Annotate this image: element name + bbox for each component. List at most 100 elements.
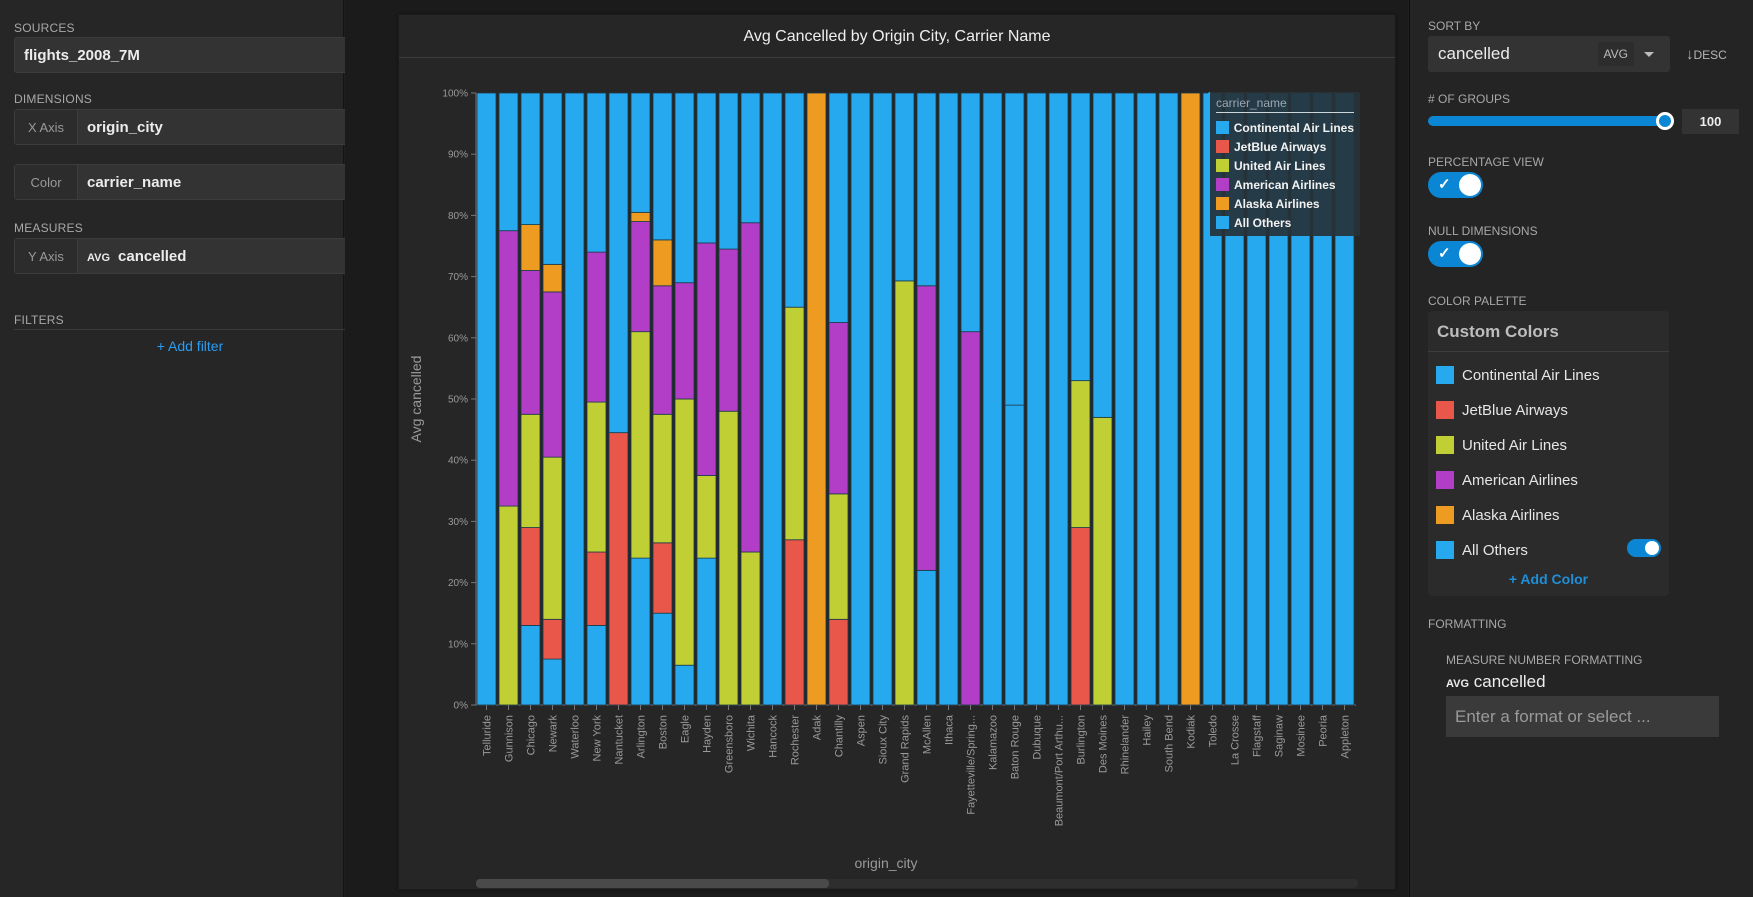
y-tick-label: 50% [448, 395, 468, 406]
palette-item[interactable]: All Others [1436, 541, 1528, 559]
bar-segment [586, 92, 607, 253]
bar-segment [564, 92, 585, 706]
add-color-button[interactable]: + Add Color [1508, 571, 1589, 587]
color-swatch[interactable] [1436, 366, 1454, 384]
x-tick-label: Appleton [1340, 715, 1352, 758]
x-tick-label: Newark [548, 715, 560, 753]
palette-item[interactable]: Continental Air Lines [1436, 366, 1600, 384]
add-filter-button[interactable]: + Add filter [156, 338, 224, 354]
x-tick-label: Eagle [680, 715, 692, 743]
bar-segment [542, 92, 563, 265]
palette-label: Continental Air Lines [1462, 366, 1600, 384]
x-tick-label: Des Moines [1098, 715, 1110, 774]
palette-item[interactable]: American Airlines [1436, 471, 1578, 489]
groups-value[interactable]: 100 [1682, 109, 1739, 134]
source-select[interactable]: flights_2008_7M [14, 37, 365, 73]
color-swatch[interactable] [1436, 506, 1454, 524]
chart-legend: carrier_name Continental Air Lines JetBlu… [1208, 92, 1360, 236]
chart-scrollbar-track[interactable] [476, 879, 1358, 888]
bar-segment [542, 263, 563, 293]
bar-segment [894, 280, 915, 706]
null-dimensions-toggle[interactable]: ✓ [1428, 241, 1483, 267]
color-swatch[interactable] [1436, 436, 1454, 454]
legend-swatch [1216, 140, 1229, 153]
color-swatch[interactable] [1436, 541, 1454, 559]
legend-label: Alaska Airlines [1234, 196, 1320, 211]
bar-segment [916, 569, 937, 706]
x-axis-value[interactable]: origin_city [87, 118, 163, 136]
sources-label: SOURCES [14, 21, 75, 35]
bar-segment [828, 618, 849, 706]
x-tick-label: Hancock [768, 715, 780, 758]
color-swatch[interactable] [1436, 471, 1454, 489]
palette-label: All Others [1462, 541, 1528, 559]
bar-segment [718, 410, 739, 706]
legend-item[interactable]: All Others [1216, 213, 1354, 232]
color-field[interactable]: Color carrier_name ✕ [14, 164, 365, 200]
bar-segment [542, 291, 563, 458]
color-palette-label: COLOR PALETTE [1428, 294, 1527, 308]
bar-segment [828, 322, 849, 495]
bar-segment [740, 92, 761, 224]
color-swatch[interactable] [1436, 401, 1454, 419]
bar-segment [674, 398, 695, 666]
x-tick-label: Adak [812, 715, 824, 741]
bar-segment [630, 331, 651, 559]
x-tick-label: Dubuque [1032, 715, 1044, 760]
groups-label: # OF GROUPS [1428, 92, 1511, 106]
y-axis-value[interactable]: AVG cancelled [78, 248, 336, 265]
legend-item[interactable]: Continental Air Lines [1216, 118, 1354, 137]
x-axis-field[interactable]: X Axis origin_city ✕ [14, 109, 365, 145]
sort-agg[interactable]: AVG [1597, 42, 1634, 66]
legend-item[interactable]: United Air Lines [1216, 156, 1354, 175]
bar-segment [960, 331, 981, 706]
bar-segment [1136, 92, 1157, 706]
legend-item[interactable]: American Airlines [1216, 175, 1354, 194]
legend-item[interactable]: JetBlue Airways [1216, 137, 1354, 156]
bar-segment [542, 618, 563, 660]
bar-segment [1092, 92, 1113, 418]
bar-segment [498, 230, 519, 507]
bar-segment [696, 92, 717, 244]
y-tick-label: 10% [448, 639, 468, 650]
chart-scrollbar-thumb[interactable] [476, 879, 829, 888]
x-tick-label: New York [592, 715, 604, 762]
y-tick-label: 70% [448, 272, 468, 283]
sort-by-select[interactable]: cancelled AVG [1428, 36, 1670, 72]
bar-segment [696, 557, 717, 706]
format-input[interactable] [1446, 696, 1719, 737]
y-tick-label: 80% [448, 211, 468, 222]
measure-name: cancelled [1473, 672, 1546, 691]
percentage-view-toggle[interactable]: ✓ [1428, 172, 1483, 198]
palette-item[interactable]: Alaska Airlines [1436, 506, 1560, 524]
all-others-toggle[interactable] [1627, 539, 1661, 557]
bar-segment [1004, 404, 1025, 706]
bar-segment [1070, 380, 1091, 528]
x-tick-label: South Bend [1164, 715, 1176, 773]
palette-label: JetBlue Airways [1462, 401, 1568, 419]
bar-segment [520, 224, 541, 271]
chevron-down-icon[interactable] [1644, 51, 1654, 57]
color-value[interactable]: carrier_name [87, 173, 182, 191]
x-tick-label: Greensboro [724, 715, 736, 773]
palette-item[interactable]: United Air Lines [1436, 436, 1567, 454]
bar-segment [498, 505, 519, 706]
bar-segment [1158, 92, 1179, 706]
legend-item[interactable]: Alaska Airlines [1216, 194, 1354, 213]
palette-label: Alaska Airlines [1462, 506, 1560, 524]
bar-segment [652, 612, 673, 706]
groups-slider-track[interactable] [1428, 116, 1664, 126]
x-tick-label: Grand Rapids [900, 715, 912, 783]
palette-title[interactable]: Custom Colors [1428, 311, 1669, 352]
palette-item[interactable]: JetBlue Airways [1436, 401, 1568, 419]
groups-slider-thumb[interactable] [1656, 112, 1674, 130]
bar-segment [828, 493, 849, 620]
bar-segment [586, 551, 607, 626]
bar-segment [740, 551, 761, 706]
color-prefix: Color [15, 165, 78, 199]
x-tick-label: Kodiak [1186, 715, 1198, 749]
sort-direction-button[interactable]: ↓DESC [1686, 46, 1727, 63]
legend-swatch [1216, 216, 1229, 229]
x-tick-label: Chicago [526, 715, 538, 755]
